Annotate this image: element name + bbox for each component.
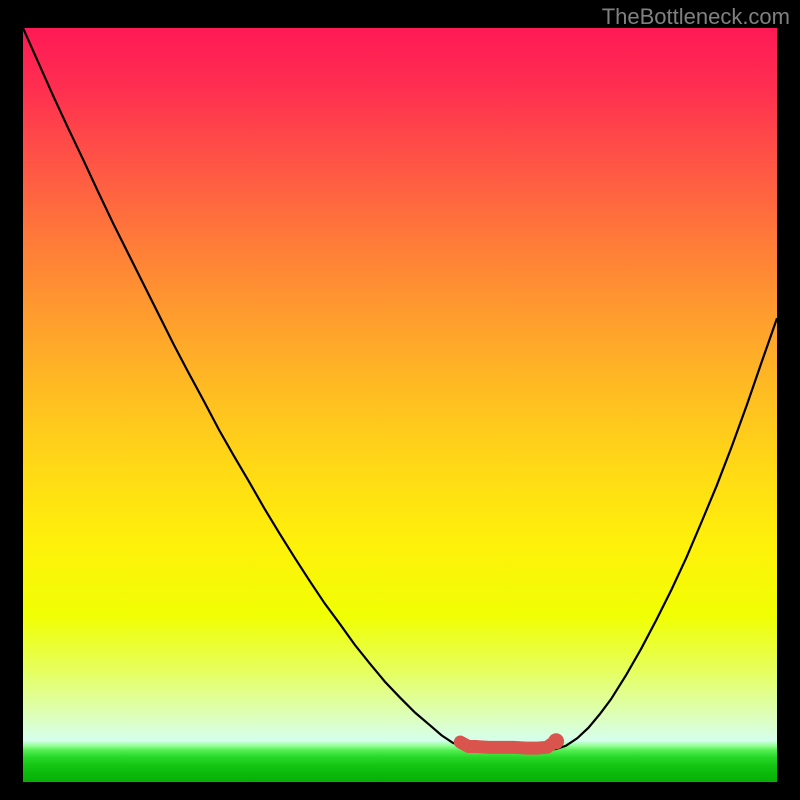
watermark-text: TheBottleneck.com <box>602 4 790 30</box>
chart-container: TheBottleneck.com <box>0 0 800 800</box>
plot-area <box>23 28 777 782</box>
gradient-background <box>23 28 777 782</box>
